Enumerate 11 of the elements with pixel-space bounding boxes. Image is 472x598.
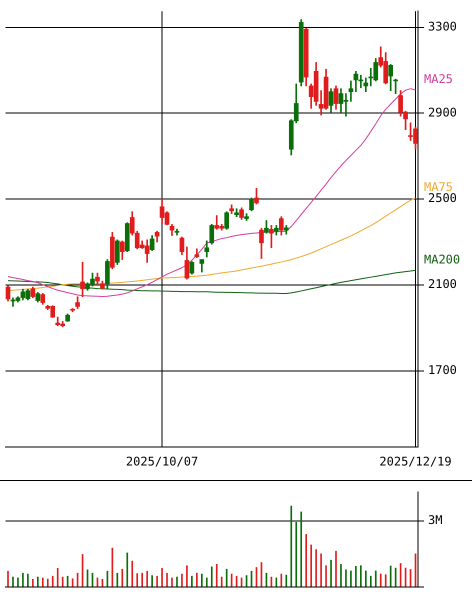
y-tick-label: 2100	[428, 277, 457, 292]
y-tick-label: 2900	[428, 105, 457, 120]
candlestick	[174, 228, 180, 236]
x-tick-label: 2025/12/19	[379, 454, 452, 468]
candlestick	[80, 262, 85, 298]
y-tick-label: 3M	[428, 512, 442, 527]
x-tick-label: 2025/10/07	[126, 454, 198, 468]
y-tick-label: 1700	[428, 362, 457, 377]
series-label: MA200	[424, 252, 460, 266]
series-label: MA25	[424, 72, 453, 86]
y-tick-label: 3300	[428, 19, 457, 34]
